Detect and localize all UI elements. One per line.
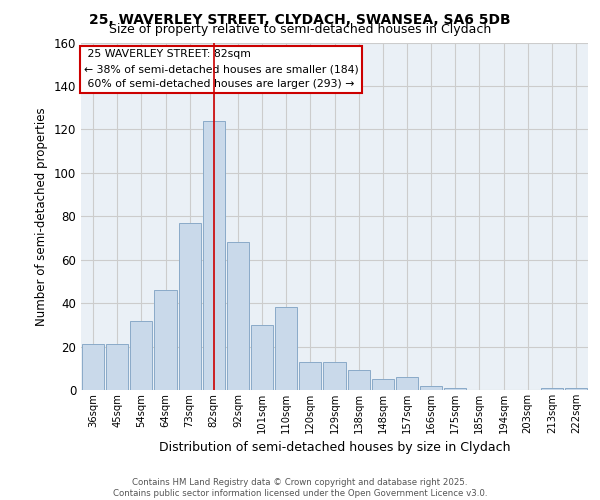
Bar (565, 388, 587, 390)
Bar (251, 325, 273, 390)
Text: Contains HM Land Registry data © Crown copyright and database right 2025.
Contai: Contains HM Land Registry data © Crown c… (113, 478, 487, 498)
Text: Size of property relative to semi-detached houses in Clydach: Size of property relative to semi-detach… (109, 22, 491, 36)
Bar (130, 320, 152, 390)
Bar (106, 344, 128, 390)
Text: 25 WAVERLEY STREET: 82sqm
← 38% of semi-detached houses are smaller (184)
 60% o: 25 WAVERLEY STREET: 82sqm ← 38% of semi-… (83, 50, 358, 89)
Y-axis label: Number of semi-detached properties: Number of semi-detached properties (35, 107, 48, 326)
Bar (541, 388, 563, 390)
Bar (275, 308, 298, 390)
X-axis label: Distribution of semi-detached houses by size in Clydach: Distribution of semi-detached houses by … (159, 442, 510, 454)
Text: 25, WAVERLEY STREET, CLYDACH, SWANSEA, SA6 5DB: 25, WAVERLEY STREET, CLYDACH, SWANSEA, S… (89, 12, 511, 26)
Bar (323, 362, 346, 390)
Bar (82, 344, 104, 390)
Bar (203, 120, 225, 390)
Bar (444, 388, 466, 390)
Bar (154, 290, 176, 390)
Bar (179, 223, 201, 390)
Bar (371, 379, 394, 390)
Bar (347, 370, 370, 390)
Bar (396, 377, 418, 390)
Bar (420, 386, 442, 390)
Bar (227, 242, 249, 390)
Bar (299, 362, 322, 390)
